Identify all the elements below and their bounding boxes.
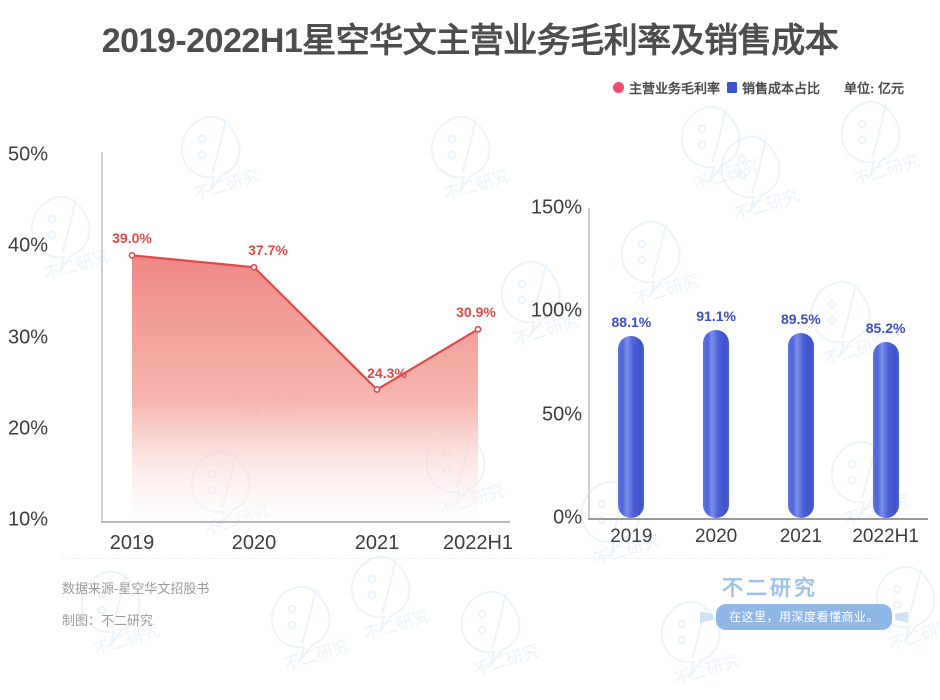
- left-x-tick-label: 2022H1: [442, 532, 514, 554]
- ribbon-right-icon: [895, 612, 908, 623]
- brand-logo: 不二研究 在这里，用深度看懂商业。: [700, 572, 900, 638]
- right-chart-x-axis: 2019 2020 2021 2022H1: [589, 522, 928, 552]
- footer-source-text: 数据来源-星空华文招股书: [62, 581, 210, 596]
- right-chart-x-axis-line: [588, 518, 928, 520]
- right-x-tick-label: 2021: [779, 526, 823, 547]
- right-y-tick-label: 100%: [530, 299, 582, 322]
- left-y-tick-label: 30%: [7, 326, 48, 348]
- left-chart-y-axis-line: [101, 152, 103, 522]
- left-x-tick-label: 2021: [354, 532, 400, 554]
- legend-unit-label: 单位: 亿元: [844, 81, 904, 96]
- area-chart-gross-margin: 10% 20% 30% 40% 50% 39.0% 37.7% 24.3% 30.9% 201…: [8, 140, 513, 555]
- data-point-marker: [474, 325, 482, 333]
- right-x-tick-label: 2019: [610, 526, 653, 547]
- left-chart-data-label: 30.9%: [456, 304, 496, 321]
- brand-tagline-text: 在这里，用深度看懂商业。: [716, 604, 893, 630]
- right-y-tick-label: 50%: [541, 403, 582, 426]
- left-x-tick-label: 2020: [231, 532, 277, 554]
- legend-circle-icon: [613, 82, 625, 93]
- bar-data-label: 89.5%: [781, 311, 821, 328]
- bar-chart-cost-ratio: 0% 50% 100% 150% 88.1% 91.1% 89.5% 85.2% 2019 2…: [520, 190, 940, 547]
- ribbon-left-icon: [700, 611, 713, 623]
- footer-divider: [62, 558, 882, 559]
- left-y-tick-label: 40%: [7, 234, 48, 257]
- legend-label-cost-ratio: 销售成本占比: [742, 81, 821, 96]
- right-y-tick-label: 0%: [553, 506, 582, 529]
- left-chart-data-label: 37.7%: [248, 242, 288, 259]
- left-chart-data-label: 39.0%: [112, 230, 152, 247]
- data-point-marker: [250, 263, 258, 271]
- left-chart-svg: [128, 251, 482, 520]
- left-chart-data-label: 24.3%: [367, 364, 407, 381]
- right-x-tick-label: 2020: [694, 526, 738, 547]
- bar[interactable]: [703, 329, 730, 518]
- left-chart-plot-area: 39.0% 37.7% 24.3% 30.9%: [102, 155, 510, 520]
- data-point-marker: [128, 251, 136, 259]
- brand-tagline-ribbon: 在这里，用深度看懂商业。: [700, 604, 908, 630]
- data-point-markers: [128, 251, 482, 393]
- data-point-marker: [373, 386, 381, 393]
- left-chart-x-axis-line: [101, 521, 510, 523]
- right-y-tick-label: 150%: [530, 196, 582, 219]
- left-y-tick-label: 10%: [7, 508, 48, 531]
- chart-legend: 主营业务毛利率 销售成本占比 单位: 亿元: [613, 78, 904, 97]
- brand-name-text: 不二研究: [722, 577, 818, 600]
- right-x-tick-label: 2022H1: [852, 526, 919, 547]
- legend-item-cost-ratio[interactable]: 销售成本占比: [727, 78, 820, 97]
- bar-data-label: 85.2%: [865, 319, 906, 336]
- bar-data-label: 88.1%: [611, 313, 652, 330]
- bar[interactable]: [787, 333, 814, 518]
- svg-text:不二研究: 不二研究: [671, 651, 742, 691]
- area-fill: [132, 255, 478, 520]
- legend-square-icon: [727, 82, 738, 93]
- left-x-tick-label: 2019: [109, 532, 155, 554]
- bar[interactable]: [872, 341, 899, 518]
- legend-item-gross-margin[interactable]: 主营业务毛利率: [613, 78, 720, 97]
- left-chart-x-axis: 2019 2020 2021 2022H1: [102, 526, 514, 556]
- trend-line: [131, 254, 479, 391]
- page-title: 2019-2022H1星空华文主营业务毛利率及销售成本: [101, 22, 839, 60]
- bar-data-label: 91.1%: [696, 307, 736, 324]
- title-block: 2019-2022H1星空华文主营业务毛利率及销售成本: [0, 22, 940, 61]
- footer-credit-text: 制图：不二研究: [62, 613, 154, 628]
- legend-label-gross-margin: 主营业务毛利率: [629, 81, 721, 96]
- left-y-tick-label: 20%: [7, 417, 48, 440]
- left-y-tick-label: 50%: [7, 143, 48, 166]
- right-chart-plot-area: 88.1% 91.1% 89.5% 85.2%: [589, 208, 928, 518]
- svg-text:不二研究: 不二研究: [471, 641, 542, 681]
- right-chart-y-axis-line: [588, 208, 590, 520]
- bar[interactable]: [618, 335, 645, 518]
